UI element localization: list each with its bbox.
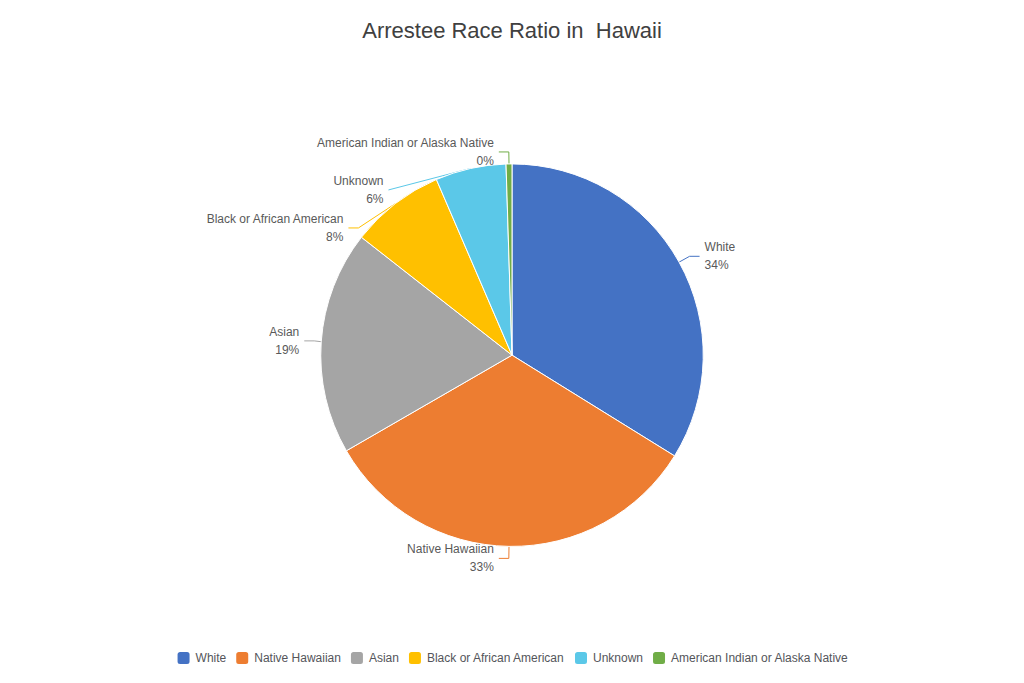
svg-text:Black or African American: Black or African American — [207, 212, 344, 226]
svg-text:34%: 34% — [705, 258, 729, 272]
svg-text:Unknown: Unknown — [593, 651, 643, 665]
svg-text:8%: 8% — [326, 230, 344, 244]
svg-text:19%: 19% — [275, 343, 299, 357]
svg-text:0%: 0% — [476, 154, 494, 168]
svg-text:Asian: Asian — [369, 651, 399, 665]
svg-text:Asian: Asian — [269, 325, 299, 339]
svg-text:American Indian or Alaska Nati: American Indian or Alaska Native — [317, 136, 494, 150]
svg-text:Native Hawaiian: Native Hawaiian — [254, 651, 341, 665]
svg-text:White: White — [196, 651, 227, 665]
svg-text:White: White — [705, 240, 736, 254]
svg-text:Black or African American: Black or African American — [427, 651, 564, 665]
svg-text:American Indian or Alaska Nati: American Indian or Alaska Native — [671, 651, 848, 665]
svg-text:Unknown: Unknown — [333, 174, 383, 188]
svg-text:Arrestee Race Ratio in Hawaii: Arrestee Race Ratio in Hawaii — [362, 18, 662, 43]
svg-text:Native Hawaiian: Native Hawaiian — [407, 542, 494, 556]
svg-text:6%: 6% — [366, 192, 384, 206]
svg-text:33%: 33% — [470, 560, 494, 574]
